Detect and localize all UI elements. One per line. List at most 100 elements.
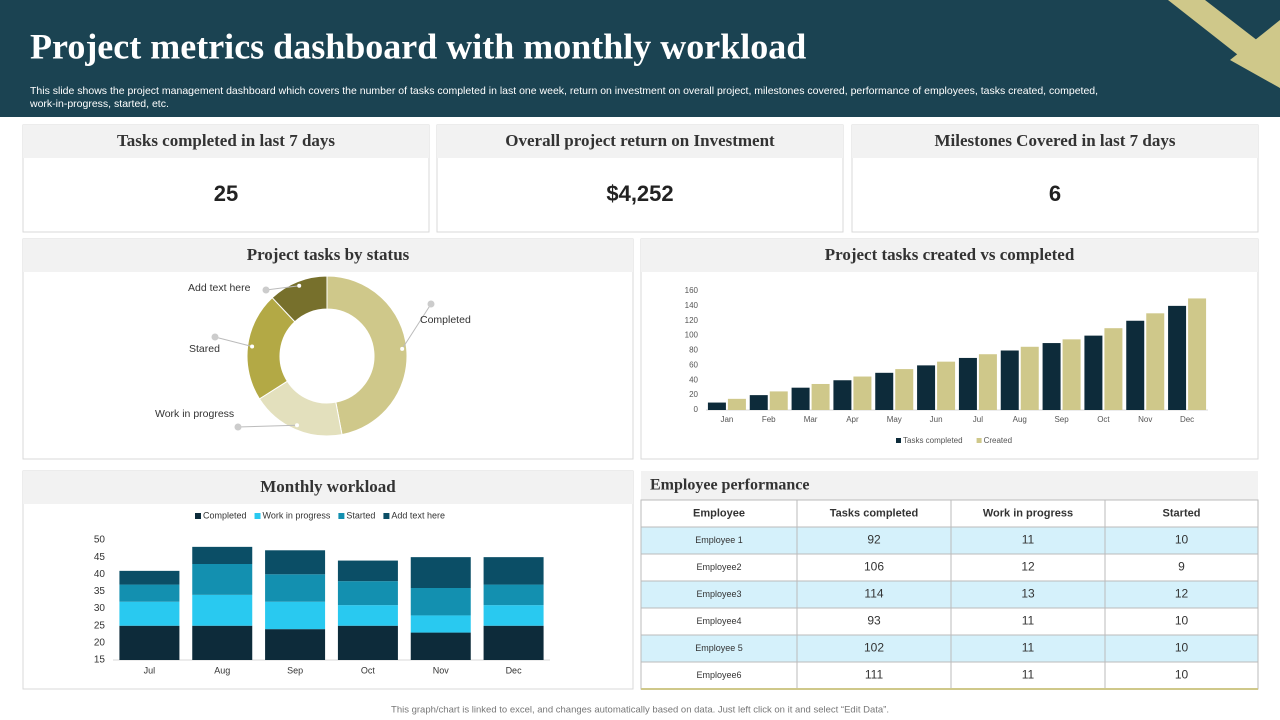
stacked-bar-segment (192, 564, 253, 595)
column-header: Tasks completed (830, 507, 918, 519)
x-tick-label: Nov (433, 665, 450, 675)
panel-header (23, 471, 633, 504)
bar (1126, 320, 1145, 410)
stacked-bar-segment (410, 632, 471, 660)
table-cell: Employee4 (696, 616, 741, 626)
leader-line (237, 424, 298, 428)
x-tick-label: Jul (973, 415, 983, 424)
table-cell: 12 (1021, 560, 1035, 574)
bar (917, 365, 936, 410)
y-tick-label: 35 (94, 586, 106, 597)
y-tick-label: 25 (94, 620, 106, 631)
stacked-bar-segment (119, 601, 180, 626)
stacked-bar-segment (265, 574, 326, 602)
stacked-bar-segment (265, 629, 326, 660)
table-cell: 111 (865, 668, 884, 682)
bar (895, 369, 914, 410)
table-cell: 11 (1022, 614, 1035, 628)
bar (707, 402, 726, 410)
panel-header (852, 125, 1258, 158)
kpi-value: 25 (214, 181, 238, 206)
y-tick-label: 50 (94, 535, 106, 546)
column-header: Started (1163, 507, 1201, 519)
bar (1104, 328, 1123, 410)
y-tick-label: 20 (94, 637, 106, 648)
donut-label: Completed (420, 314, 471, 326)
stacked-bar-segment (410, 615, 471, 633)
stacked-bar-segment (337, 581, 398, 606)
stacked-bar-segment (119, 570, 180, 585)
leader-dot (297, 283, 302, 288)
x-tick-label: Oct (1097, 415, 1110, 424)
bar (749, 395, 768, 410)
y-tick-label: 120 (685, 316, 699, 325)
panel-title: Project tasks created vs completed (825, 245, 1075, 264)
table-cell: 11 (1022, 533, 1035, 547)
y-tick-label: 40 (689, 375, 698, 384)
x-tick-label: Sep (287, 665, 303, 675)
table-row (640, 607, 1259, 636)
x-tick-label: Mar (804, 415, 818, 424)
legend-label: Add text here (391, 510, 445, 520)
y-tick-label: 0 (694, 405, 699, 414)
leader-line (265, 285, 300, 291)
column-header: Work in progress (983, 507, 1073, 519)
legend-swatch (338, 513, 345, 519)
table-cell: 12 (1175, 587, 1189, 601)
x-tick-label: Apr (846, 415, 859, 424)
donut-label: Work in progress (155, 408, 234, 420)
panel-title: Project tasks by status (247, 245, 410, 264)
donut-label: Add text here (188, 282, 251, 294)
table-cell: 13 (1021, 587, 1035, 601)
y-tick-label: 100 (685, 331, 699, 340)
bar (1020, 346, 1039, 410)
x-tick-label: Dec (1180, 415, 1194, 424)
page-description: This slide shows the project management … (30, 85, 1098, 97)
x-tick-label: Jun (930, 415, 943, 424)
bar (853, 376, 872, 410)
leader-dot (211, 333, 219, 341)
panel-header (641, 239, 1258, 272)
table-cell: Employee2 (696, 562, 741, 572)
legend-label: Work in progress (263, 510, 331, 520)
y-tick-label: 15 (94, 655, 106, 666)
stacked-bar-segment (265, 601, 326, 630)
table-cell: 10 (1175, 614, 1189, 628)
bar (1168, 305, 1187, 410)
page-title: Project metrics dashboard with monthly w… (30, 26, 806, 66)
leader-dot (295, 423, 300, 428)
panel-title: Milestones Covered in last 7 days (935, 131, 1176, 150)
stacked-bar-segment (192, 625, 253, 660)
y-tick-label: 40 (94, 569, 106, 580)
table-cell: Employee3 (696, 589, 741, 599)
stacked-bar-segment (410, 588, 471, 616)
legend-label: Tasks completed (903, 436, 963, 445)
stacked-bar-segment (192, 594, 253, 626)
stacked-bar-segment (483, 605, 544, 626)
legend-label: Created (984, 436, 1012, 445)
leader-line (214, 336, 253, 348)
table-cell: 10 (1175, 641, 1189, 655)
stacked-bar-segment (483, 557, 544, 585)
x-tick-label: Nov (1138, 415, 1152, 424)
table-cell: 92 (867, 533, 881, 547)
x-tick-label: Dec (506, 665, 523, 675)
page-description: work-in-progress, started, etc. (29, 98, 169, 110)
table-title-band (641, 471, 1258, 500)
panel-title: Tasks completed in last 7 days (117, 131, 335, 150)
y-tick-label: 60 (689, 360, 698, 369)
leader-dot (400, 346, 405, 351)
x-tick-label: Oct (361, 665, 376, 675)
table-cell: 93 (867, 614, 881, 628)
y-tick-label: 160 (685, 286, 699, 295)
y-tick-label: 30 (94, 603, 106, 614)
kpi-value: $4,252 (606, 181, 673, 206)
x-tick-label: Feb (762, 415, 776, 424)
table-row (640, 553, 1259, 582)
table-cell: 11 (1022, 668, 1035, 682)
x-tick-label: May (887, 415, 902, 424)
table-cell: 106 (864, 560, 884, 574)
table-cell: Employee 1 (695, 535, 743, 545)
